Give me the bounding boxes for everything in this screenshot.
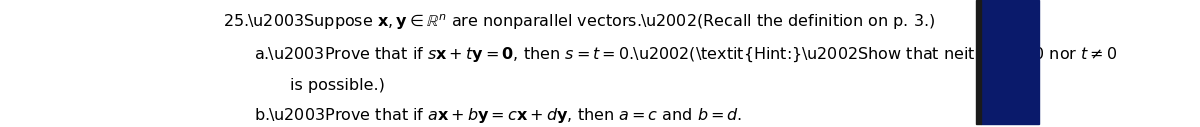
Text: is possible.): is possible.): [290, 78, 385, 93]
Bar: [977, 0, 980, 124]
Text: b.\u2003Prove that if $a\mathbf{x} + b\mathbf{y} = c\mathbf{x} + d\mathbf{y}$, t: b.\u2003Prove that if $a\mathbf{x} + b\m…: [254, 106, 743, 125]
Bar: [980, 0, 1039, 124]
Text: a.\u2003Prove that if $s\mathbf{x} + t\mathbf{y} = \mathbf{0}$, then $s = t = 0$: a.\u2003Prove that if $s\mathbf{x} + t\m…: [254, 45, 1118, 64]
Text: 25.\u2003Suppose $\mathbf{x}, \mathbf{y} \in \mathbb{R}^n$ are nonparallel vecto: 25.\u2003Suppose $\mathbf{x}, \mathbf{y}…: [223, 13, 936, 32]
